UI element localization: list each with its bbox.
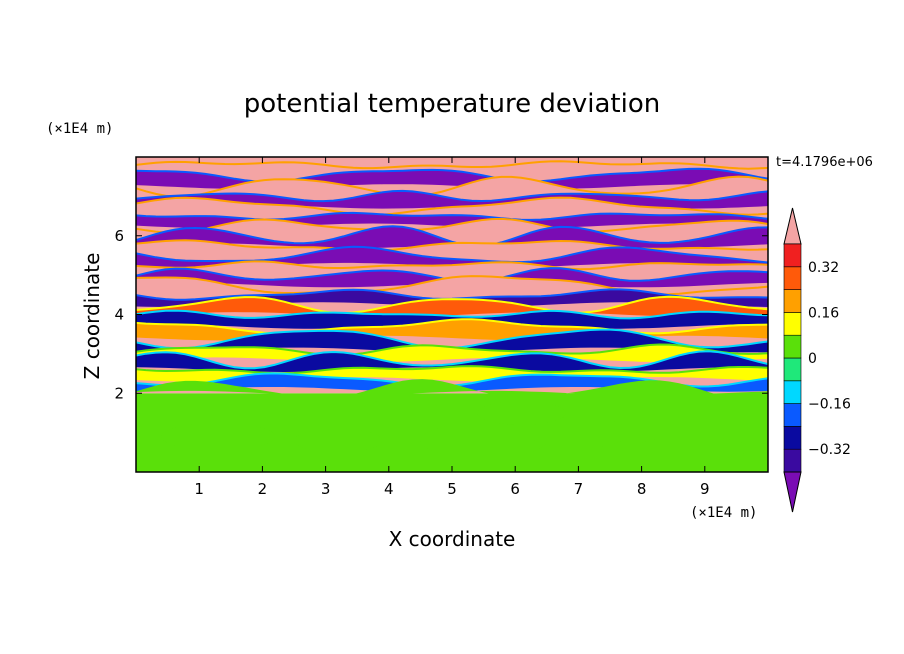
y-units-label: (×1E4 m) bbox=[46, 121, 113, 137]
contour-edge bbox=[136, 239, 768, 252]
contour-edge bbox=[136, 167, 768, 183]
chart-title: potential temperature deviation bbox=[244, 89, 660, 119]
lower-layer-eddy bbox=[294, 428, 383, 453]
contour-band bbox=[136, 351, 768, 372]
x-units-label: (×1E4 m) bbox=[690, 505, 757, 521]
contour-band bbox=[136, 226, 768, 248]
contour-edge bbox=[136, 343, 768, 357]
colorbar-segment bbox=[783, 334, 802, 359]
contour-edge bbox=[136, 196, 768, 216]
contour-edge bbox=[136, 260, 768, 271]
contour-band bbox=[136, 379, 768, 400]
contour-edge bbox=[136, 225, 768, 247]
x-axis: 1 2 3 4 5 6 7 8 9 bbox=[194, 157, 710, 498]
contour-edge bbox=[136, 350, 768, 370]
lower-layer-eddy bbox=[527, 416, 629, 449]
contour-edge bbox=[136, 189, 768, 203]
contour-band bbox=[136, 289, 768, 307]
colorbar-extend-min bbox=[783, 471, 802, 513]
colorbar-tick-label: 0.16 bbox=[808, 305, 839, 321]
contour-edge bbox=[136, 211, 768, 221]
colorbar-segment bbox=[783, 357, 802, 382]
y-axis: 2 4 6 bbox=[114, 227, 768, 402]
colorbar-tick-label: 0.32 bbox=[808, 260, 839, 276]
contour-band bbox=[136, 296, 768, 317]
x-tick-label: 5 bbox=[447, 480, 457, 498]
x-tick-label: 3 bbox=[321, 480, 331, 498]
x-tick-label: 9 bbox=[700, 480, 710, 498]
contour-edge bbox=[136, 160, 768, 170]
colorbar-extend-max bbox=[783, 207, 802, 245]
colorbar-tick-label: 0 bbox=[808, 351, 817, 367]
contour-band bbox=[136, 344, 768, 363]
y-tick-label: 6 bbox=[114, 227, 124, 245]
contour-edge bbox=[136, 318, 768, 335]
y-tick-label: 2 bbox=[114, 384, 124, 402]
lower-layer-eddy bbox=[635, 436, 750, 461]
contour-band bbox=[136, 176, 768, 199]
x-tick-label: 4 bbox=[384, 480, 394, 498]
colorbar-segment bbox=[783, 289, 802, 313]
contour-field bbox=[136, 157, 768, 472]
lower-layer-eddy bbox=[363, 399, 440, 419]
x-tick-label: 6 bbox=[510, 480, 520, 498]
lower-layer-eddy bbox=[161, 422, 276, 451]
colorbar-segment bbox=[783, 266, 802, 290]
colorbar: 0.32 0.16 0 −0.16 −0.32 bbox=[783, 207, 851, 513]
x-axis-label: X coordinate bbox=[389, 527, 516, 551]
colorbar-segment bbox=[783, 243, 802, 268]
contour-edge bbox=[136, 245, 768, 264]
x-tick-label: 7 bbox=[574, 480, 584, 498]
contour-edge bbox=[136, 295, 768, 315]
contour-edge bbox=[136, 309, 768, 320]
colorbar-tick-label: −0.32 bbox=[808, 442, 851, 458]
contour-band bbox=[136, 246, 768, 268]
contour-edge bbox=[136, 217, 768, 234]
colorbar-segment bbox=[783, 448, 802, 473]
colorbar-segment bbox=[783, 403, 802, 427]
lower-layer-eddy bbox=[420, 422, 547, 459]
lower-layer-eddy bbox=[477, 401, 566, 425]
y-tick-label: 4 bbox=[114, 306, 124, 324]
colorbar-segment bbox=[783, 380, 802, 404]
contour-edge bbox=[136, 175, 768, 198]
time-label: t=4.1796e+06 bbox=[776, 155, 873, 170]
x-tick-label: 1 bbox=[194, 480, 204, 498]
x-tick-label: 8 bbox=[637, 480, 647, 498]
contour-band bbox=[136, 261, 768, 278]
x-tick-label: 2 bbox=[258, 480, 268, 498]
colorbar-tick-label: −0.16 bbox=[808, 397, 851, 413]
contour-band bbox=[136, 329, 768, 353]
y-axis-label: Z coordinate bbox=[80, 253, 104, 380]
colorbar-segment bbox=[783, 426, 802, 450]
colorbar-segment bbox=[783, 312, 802, 336]
contour-edge bbox=[136, 365, 768, 375]
contour-band bbox=[136, 268, 768, 288]
contour-band bbox=[136, 218, 768, 239]
